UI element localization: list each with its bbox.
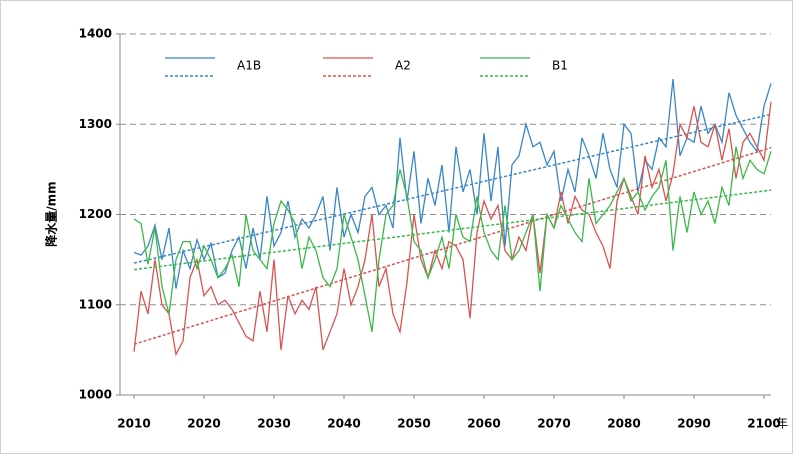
y-tick-label: 1200 [79, 207, 112, 221]
legend-label: B1 [552, 59, 568, 73]
x-tick-label: 2070 [537, 417, 570, 431]
x-tick-label: 2010 [117, 417, 150, 431]
y-axis-label: 降水量/mm [44, 181, 59, 246]
y-tick-label: 1400 [79, 27, 112, 41]
y-tick-label: 1100 [79, 297, 112, 311]
legend-label: A1B [237, 59, 261, 73]
x-tick-label: 2060 [467, 417, 500, 431]
x-tick-label: 2090 [677, 417, 710, 431]
y-tick-label: 1300 [79, 117, 112, 131]
series-line [133, 79, 772, 289]
trend-line [133, 147, 772, 345]
x-tick-label: 2040 [327, 417, 360, 431]
x-tick-label: 2020 [187, 417, 220, 431]
y-tick-label: 1000 [79, 388, 112, 402]
x-tick-label: 2100 [747, 417, 780, 431]
x-axis-label: 年 [776, 417, 788, 431]
series-line [133, 146, 772, 332]
trend-line [133, 113, 772, 264]
legend-label: A2 [395, 59, 411, 73]
x-tick-label: 2050 [397, 417, 430, 431]
x-tick-label: 2030 [257, 417, 290, 431]
x-tick-label: 2080 [607, 417, 640, 431]
trend-line [133, 189, 772, 271]
